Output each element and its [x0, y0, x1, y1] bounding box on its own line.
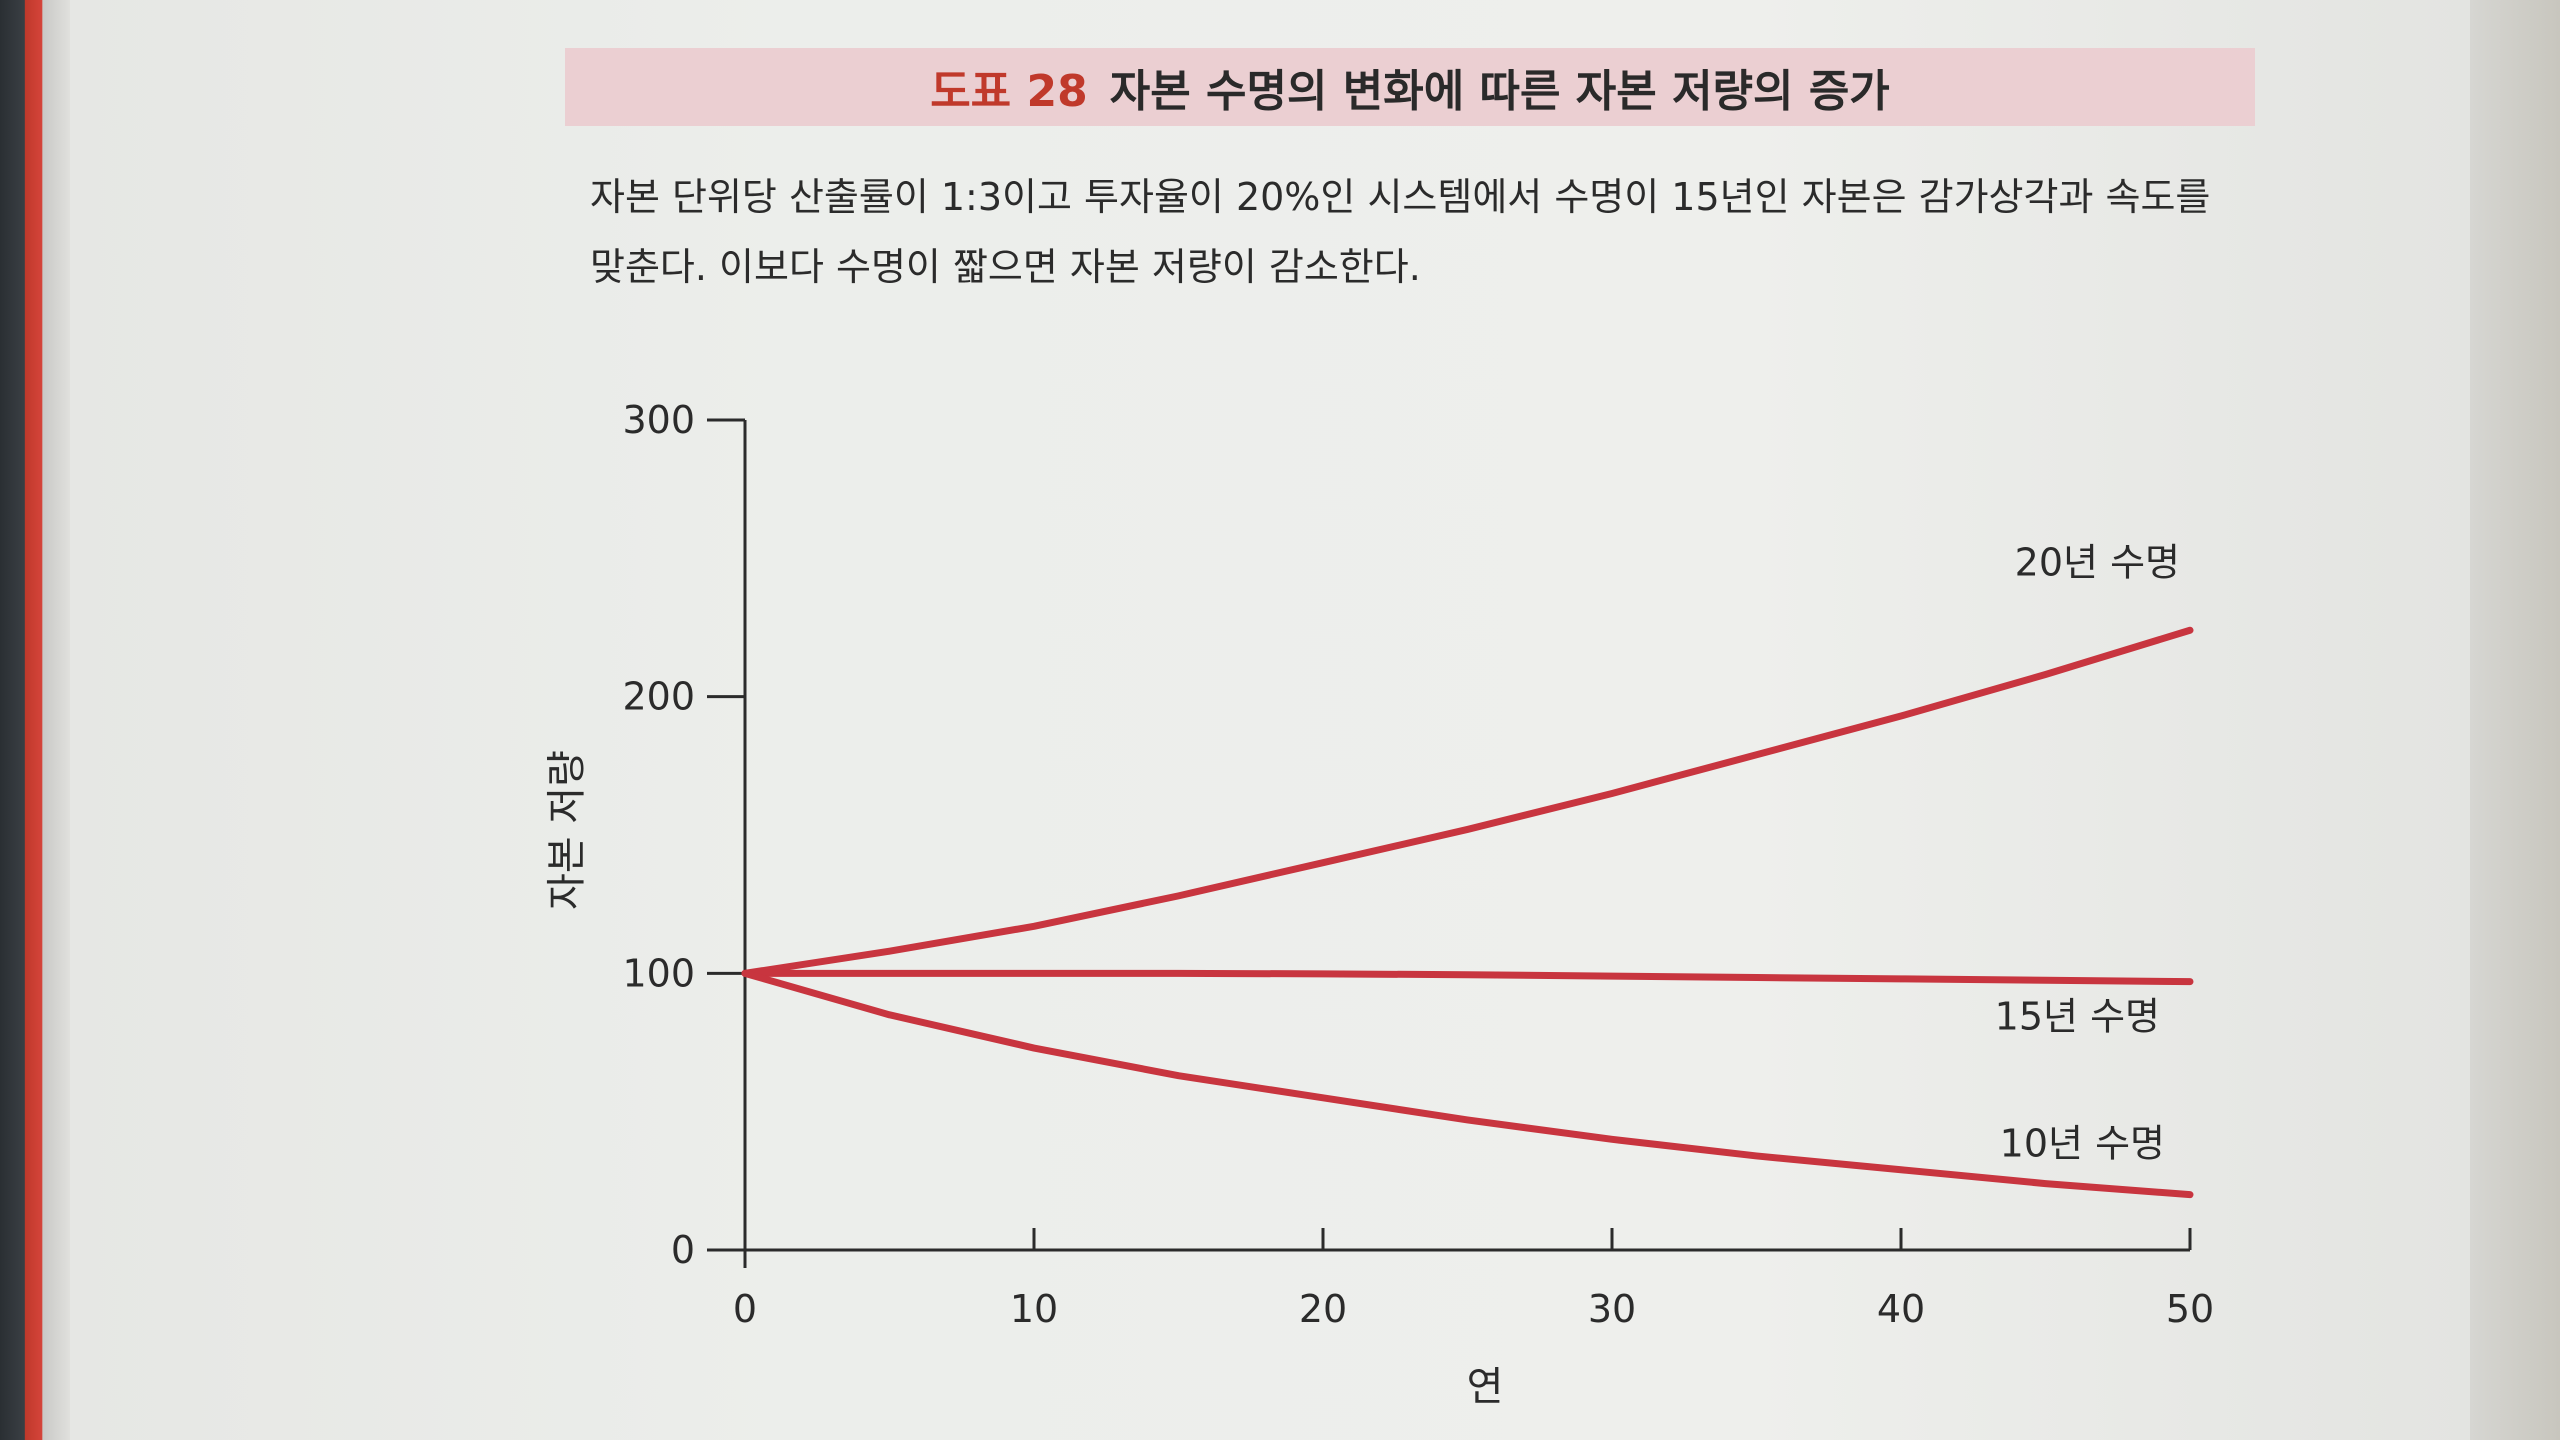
- series-line-1: [741, 626, 2194, 977]
- x-tick-label: 40: [1877, 1287, 1925, 1331]
- caption-line-2: 맞춘다. 이보다 수명이 짧으면 자본 저량이 감소한다.: [590, 245, 1421, 289]
- x-tick-label: 50: [2166, 1287, 2214, 1331]
- x-tick-label: 0: [733, 1287, 757, 1331]
- figure-title-text: 자본 수명의 변화에 따른 자본 저량의 증가: [1109, 66, 1890, 117]
- book-spine-edge: [0, 0, 70, 1440]
- x-tick-label: 20: [1299, 1287, 1347, 1331]
- series-line-2: [741, 969, 2194, 986]
- y-axis-title: 자본 저량: [544, 750, 590, 910]
- y-tick-label: 300: [622, 398, 695, 442]
- x-tick-label: 30: [1588, 1287, 1636, 1331]
- y-tick-label: 0: [671, 1228, 695, 1272]
- figure-caption: 자본 단위당 산출률이 1:3이고 투자율이 20%인 시스템에서 수명이 15…: [590, 162, 2250, 302]
- caption-line-1: 자본 단위당 산출률이 1:3이고 투자율이 20%인 시스템에서 수명이 15…: [590, 175, 2211, 219]
- series-line-3: [741, 969, 2194, 1199]
- chart-axes: 0 100 200 300 0 10 20 30 40 50: [622, 398, 2214, 1331]
- y-tick-label: 100: [622, 951, 695, 995]
- x-axis-title: 연: [1467, 1364, 1504, 1410]
- book-page-edge: [2470, 0, 2560, 1440]
- figure-title-band: [565, 48, 2255, 126]
- series-label-3: 10년 수명: [2000, 1122, 2165, 1166]
- series-label-1: 20년 수명: [2015, 540, 2180, 584]
- chart-series: [741, 626, 2194, 1199]
- book-page: [70, 0, 2470, 1440]
- figure-title: 도표 28 자본 수명의 변화에 따른 자본 저량의 증가: [565, 48, 2255, 126]
- chart-labels: 20년 수명 15년 수명 10년 수명: [1995, 540, 2180, 1165]
- y-tick-label: 200: [622, 675, 695, 719]
- series-label-2: 15년 수명: [1995, 995, 2160, 1039]
- figure-number: 도표 28: [930, 66, 1088, 117]
- x-tick-label: 10: [1010, 1287, 1058, 1331]
